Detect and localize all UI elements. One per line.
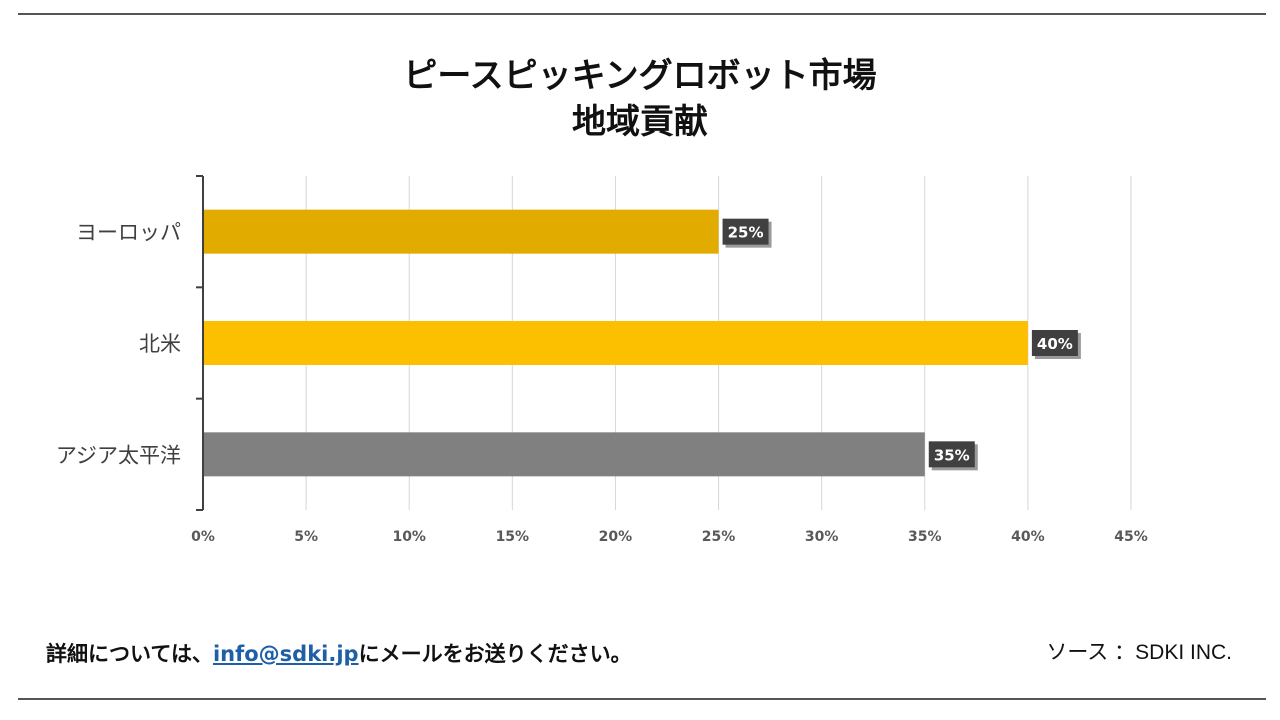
x-tick-label: 35% bbox=[908, 529, 942, 545]
x-tick-label: 20% bbox=[599, 529, 633, 545]
source-label: ソース bbox=[1046, 641, 1109, 664]
email-link[interactable]: info@sdki.jp bbox=[212, 642, 359, 666]
bar-chart: 0% 5% 10% 15% 20% 25% 30% 35% 40% 45% ヨーロッパ 25% 北米 40… bbox=[56, 175, 1148, 545]
category-label: ヨーロッパ bbox=[76, 221, 181, 245]
source-credit: ソース ：SDKI INC. bbox=[1046, 636, 1232, 666]
data-label-box bbox=[722, 218, 769, 245]
data-label: 25% bbox=[728, 224, 764, 242]
top-rule bbox=[18, 13, 1266, 15]
footer-prefix: 詳細については、 bbox=[46, 642, 213, 666]
bottom-rule bbox=[18, 698, 1266, 700]
chart-title: ピースピッキングロボット市場 bbox=[403, 56, 877, 96]
x-tick-label: 45% bbox=[1114, 529, 1148, 545]
category-label: アジア太平洋 bbox=[56, 443, 181, 467]
axes bbox=[196, 175, 204, 511]
bar bbox=[204, 321, 1028, 365]
x-tick-label: 5% bbox=[294, 529, 318, 545]
x-tick-label: 15% bbox=[496, 529, 530, 545]
data-label: 40% bbox=[1037, 335, 1073, 353]
footer-suffix: にメールをお送りください。 bbox=[358, 642, 632, 666]
bar bbox=[204, 209, 719, 254]
data-label: 35% bbox=[934, 446, 970, 464]
source-value: ：SDKI INC. bbox=[1114, 641, 1232, 664]
labels: 0% 5% 10% 15% 20% 25% 30% 35% 40% 45% ヨーロッパ 25% 北米 40… bbox=[56, 218, 1148, 545]
bar bbox=[204, 432, 925, 477]
data-label-box bbox=[1031, 330, 1078, 356]
footer-note: 詳細については、info@sdki.jpにメールをお送りください。 bbox=[46, 638, 632, 668]
x-tick-label: 0% bbox=[191, 529, 215, 545]
x-tick-label: 30% bbox=[805, 529, 839, 545]
x-tick-label: 40% bbox=[1011, 529, 1045, 545]
data-label-box bbox=[928, 441, 975, 468]
category-label: 北米 bbox=[139, 332, 181, 356]
chart-subtitle: 地域貢献 bbox=[572, 102, 708, 142]
bars bbox=[204, 209, 1028, 477]
x-tick-label: 25% bbox=[702, 529, 736, 545]
x-tick-label: 10% bbox=[392, 529, 426, 545]
